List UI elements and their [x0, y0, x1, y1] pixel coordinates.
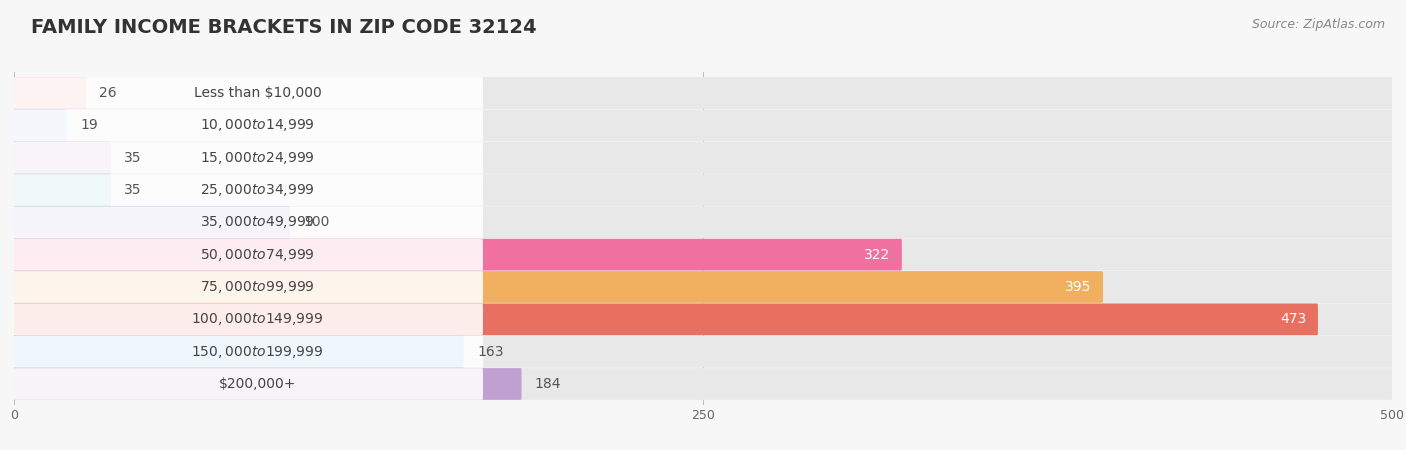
FancyBboxPatch shape — [14, 271, 1102, 303]
FancyBboxPatch shape — [14, 303, 1392, 335]
FancyBboxPatch shape — [14, 77, 482, 109]
FancyBboxPatch shape — [14, 142, 1392, 174]
Bar — [14, 206, 1392, 238]
FancyBboxPatch shape — [14, 336, 482, 368]
FancyBboxPatch shape — [14, 174, 111, 206]
FancyBboxPatch shape — [14, 109, 67, 141]
Text: $150,000 to $199,999: $150,000 to $199,999 — [191, 344, 323, 360]
Bar — [14, 336, 1392, 368]
Bar — [14, 141, 1392, 174]
Text: 19: 19 — [80, 118, 98, 132]
FancyBboxPatch shape — [14, 368, 1392, 400]
FancyBboxPatch shape — [14, 109, 482, 141]
FancyBboxPatch shape — [14, 239, 482, 270]
FancyBboxPatch shape — [14, 239, 1392, 270]
FancyBboxPatch shape — [14, 77, 86, 109]
FancyBboxPatch shape — [14, 368, 522, 400]
Bar — [14, 109, 1392, 141]
Text: $10,000 to $14,999: $10,000 to $14,999 — [200, 117, 315, 133]
Bar — [14, 303, 1392, 336]
FancyBboxPatch shape — [14, 271, 1392, 303]
FancyBboxPatch shape — [14, 303, 482, 335]
Bar — [14, 271, 1392, 303]
FancyBboxPatch shape — [14, 77, 1392, 109]
FancyBboxPatch shape — [14, 174, 1392, 206]
Text: $50,000 to $74,999: $50,000 to $74,999 — [200, 247, 315, 263]
Text: 35: 35 — [124, 151, 142, 165]
Bar — [14, 238, 1392, 271]
FancyBboxPatch shape — [14, 207, 482, 238]
FancyBboxPatch shape — [14, 142, 482, 174]
Text: Less than $10,000: Less than $10,000 — [194, 86, 322, 100]
Text: 322: 322 — [865, 248, 890, 261]
FancyBboxPatch shape — [14, 142, 111, 174]
FancyBboxPatch shape — [14, 336, 1392, 368]
Text: $35,000 to $49,999: $35,000 to $49,999 — [200, 214, 315, 230]
Text: 184: 184 — [534, 377, 561, 391]
Text: $75,000 to $99,999: $75,000 to $99,999 — [200, 279, 315, 295]
Bar — [14, 174, 1392, 206]
Bar — [14, 77, 1392, 109]
FancyBboxPatch shape — [14, 109, 1392, 141]
FancyBboxPatch shape — [14, 368, 482, 400]
Text: 473: 473 — [1281, 312, 1306, 326]
Text: 395: 395 — [1066, 280, 1091, 294]
FancyBboxPatch shape — [14, 271, 482, 303]
FancyBboxPatch shape — [14, 336, 464, 368]
Text: 26: 26 — [100, 86, 117, 100]
Text: 100: 100 — [304, 216, 330, 230]
Text: $15,000 to $24,999: $15,000 to $24,999 — [200, 150, 315, 166]
FancyBboxPatch shape — [14, 207, 290, 238]
Text: $25,000 to $34,999: $25,000 to $34,999 — [200, 182, 315, 198]
Text: Source: ZipAtlas.com: Source: ZipAtlas.com — [1251, 18, 1385, 31]
Bar — [14, 368, 1392, 400]
FancyBboxPatch shape — [14, 239, 901, 270]
Text: 35: 35 — [124, 183, 142, 197]
Text: FAMILY INCOME BRACKETS IN ZIP CODE 32124: FAMILY INCOME BRACKETS IN ZIP CODE 32124 — [31, 18, 537, 37]
FancyBboxPatch shape — [14, 207, 1392, 238]
FancyBboxPatch shape — [14, 303, 1317, 335]
FancyBboxPatch shape — [14, 174, 482, 206]
Text: 163: 163 — [477, 345, 503, 359]
Text: $100,000 to $149,999: $100,000 to $149,999 — [191, 311, 323, 327]
Text: $200,000+: $200,000+ — [219, 377, 297, 391]
